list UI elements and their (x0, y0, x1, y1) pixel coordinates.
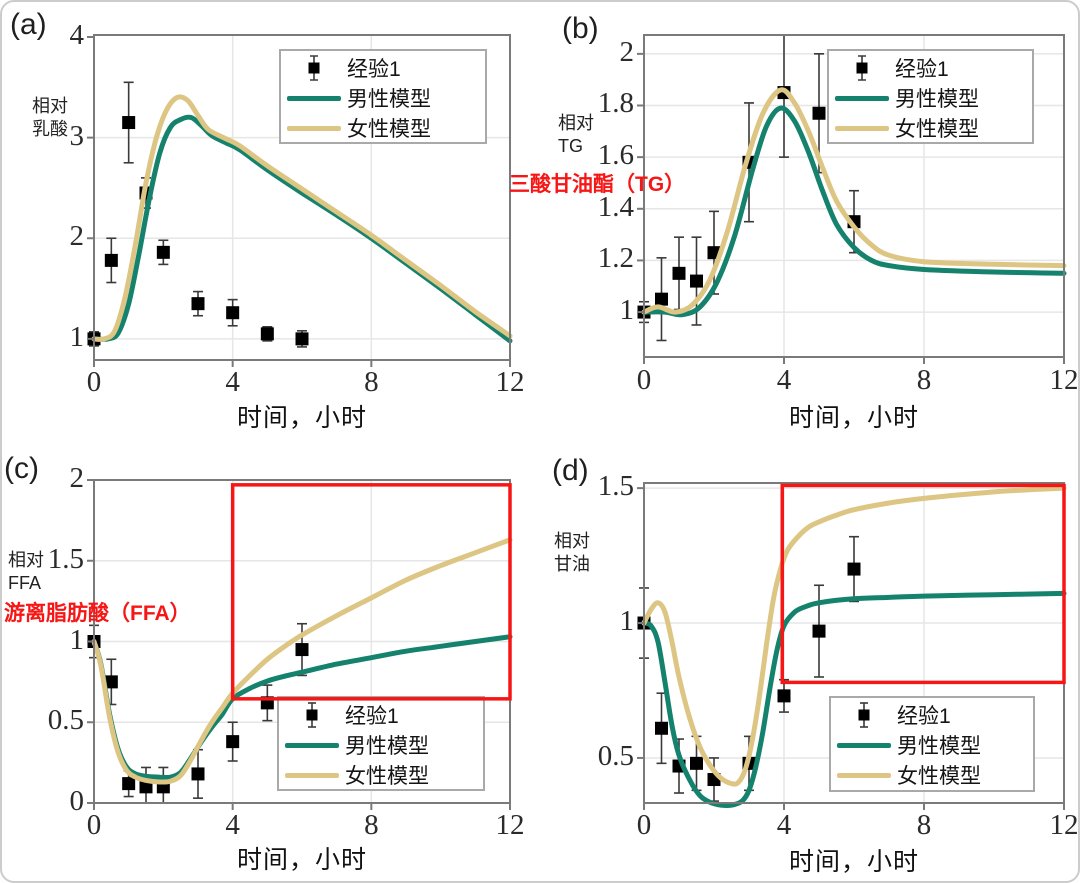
y-tick-label: 2 (619, 35, 635, 68)
y-axis-label-line: 相对 (554, 531, 590, 551)
x-tick-label: 12 (1049, 809, 1079, 841)
data-marker (777, 689, 791, 703)
y-axis-label-line: 相对 (32, 96, 68, 116)
data-marker (122, 777, 136, 791)
annotation-triglyceride: 三酸甘油酯（TG） (509, 173, 686, 196)
data-marker (295, 643, 309, 657)
x-tick-label: 4 (776, 364, 792, 396)
axes-frame (643, 482, 1065, 804)
y-tick-label: 1 (619, 605, 635, 638)
x-tick-label: 8 (364, 809, 379, 841)
data-marker (104, 253, 118, 267)
y-tick-label: 1.8 (597, 87, 634, 120)
female-model-curve (91, 94, 513, 342)
data-marker (260, 696, 274, 710)
data-marker (260, 327, 274, 341)
y-tick-label: 0.5 (597, 739, 634, 772)
plot-area-d (637, 482, 1067, 810)
data-marker (156, 245, 170, 259)
data-marker (191, 297, 205, 311)
plot-area-a (87, 34, 513, 367)
data-marker (847, 562, 861, 576)
data-marker (295, 332, 309, 346)
data-marker (690, 756, 703, 770)
male-model-curve (641, 105, 1067, 318)
axes-frame (93, 34, 511, 361)
x-tick-label: 8 (916, 364, 932, 396)
male-model-curve (91, 114, 513, 344)
y-tick-label: 1.5 (47, 542, 84, 575)
y-tick-label: 1 (619, 294, 635, 327)
data-marker (672, 266, 686, 280)
data-marker (812, 106, 826, 120)
plot-area-b (637, 34, 1067, 364)
y-tick-label: 1.5 (597, 470, 634, 503)
y-tick-label: 0.5 (47, 704, 84, 737)
data-marker (226, 306, 240, 320)
data-marker (191, 767, 205, 781)
data-marker (226, 735, 240, 749)
x-tick-label: 0 (86, 366, 102, 398)
plot-area-c (87, 479, 513, 810)
data-marker (139, 780, 153, 794)
data-marker (812, 624, 826, 638)
axes-frame (643, 34, 1065, 358)
x-tick-label: 12 (495, 809, 525, 841)
y-tick-label: 1 (69, 320, 85, 353)
y-tick-label: 2 (69, 462, 85, 494)
x-tick-label: 0 (636, 364, 652, 396)
data-marker (655, 292, 668, 306)
x-tick-label: 4 (225, 366, 240, 398)
y-tick-label: 2 (69, 220, 85, 253)
x-tick-label: 8 (916, 809, 932, 841)
x-tick-label: 12 (1049, 364, 1079, 396)
y-tick-label: 1.4 (597, 190, 634, 223)
y-tick-label: 4 (69, 19, 85, 51)
data-marker (122, 116, 136, 130)
y-tick-label: 3 (69, 119, 85, 152)
y-axis-label-glycerol: 相对 甘油 (554, 530, 590, 576)
data-marker (104, 675, 118, 689)
y-axis-label-line: 甘油 (554, 554, 590, 574)
x-tick-label: 4 (776, 809, 792, 841)
male-model-curve (641, 590, 1067, 809)
x-tick-label: 0 (636, 809, 652, 841)
y-tick-label: 0 (69, 785, 85, 817)
female-model-curve (641, 485, 1067, 787)
data-marker (690, 274, 703, 288)
y-tick-label: 1.2 (597, 242, 634, 275)
x-tick-label: 12 (495, 366, 525, 398)
female-model-curve (641, 87, 1067, 315)
annotation-free-fatty-acid: 游离脂肪酸（FFA） (4, 602, 191, 625)
x-tick-label: 4 (225, 809, 240, 841)
y-tick-label: 1 (69, 623, 85, 656)
data-marker (655, 721, 668, 735)
x-tick-label: 0 (86, 809, 102, 841)
x-tick-label: 8 (364, 366, 379, 398)
y-tick-label: 1.6 (597, 139, 634, 172)
